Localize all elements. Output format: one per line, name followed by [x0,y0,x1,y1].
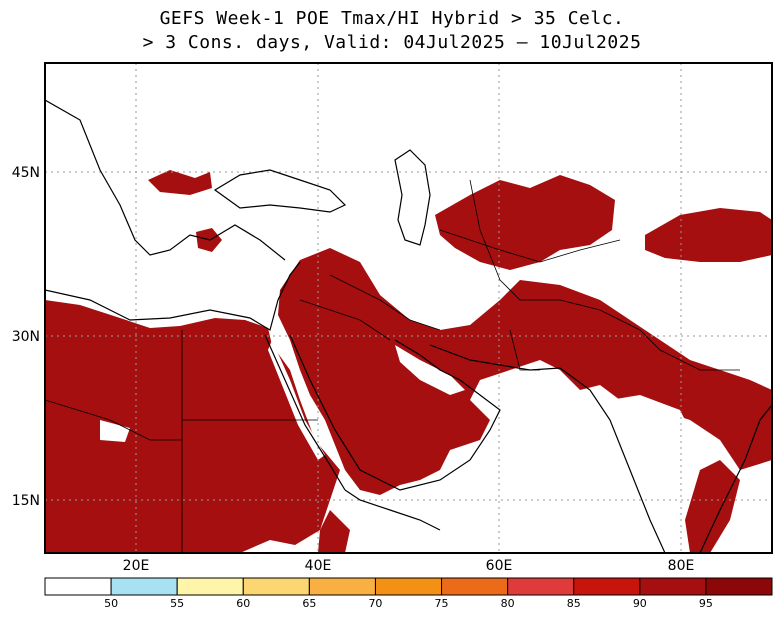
colorbar-label: 65 [302,597,316,610]
coastline-iran-south [429,344,561,371]
clear-area-persian-gulf [395,345,465,395]
colorbar-swatch [110,577,178,596]
shaded-area-horn [318,510,350,553]
map-title-line-2: > 3 Cons. days, Valid: 04Jul2025 — 10Jul… [142,32,642,53]
colorbar-swatch [242,577,310,596]
colorbar-label: 95 [699,597,713,610]
clear-area-india-south [605,395,700,553]
coastline-india [559,367,772,553]
colorbar: 50 55 60 65 70 75 80 85 90 95 [44,577,773,610]
shaded-area-balkans [148,170,212,195]
shaded-area-north-africa [45,300,340,553]
country-borders [45,179,740,553]
colorbar-label: 50 [104,597,118,610]
colorbar-swatch [44,577,112,596]
coastline-arabia [289,334,501,491]
colorbar-swatch [705,577,773,596]
coastline-caspian [394,149,431,246]
colorbar-swatch [507,577,575,596]
lon-tick-label: 20E [123,558,150,574]
coastline-red-sea [264,334,346,491]
lon-axis: 20E 40E 60E 80E [123,558,695,574]
colorbar-label: 70 [368,597,382,610]
colorbar-swatch [176,577,244,596]
lon-tick-label: 60E [486,558,513,574]
shaded-area-east-india [685,460,740,553]
colorbar-label: 55 [170,597,184,610]
map-panel [44,62,773,554]
lon-tick-label: 40E [305,558,332,574]
clear-area-iran-plateau [420,275,495,320]
colorbar-label: 60 [236,597,250,610]
clear-area-sahel-hole [100,420,130,442]
colorbar-swatch [374,577,443,596]
coastline-mediterranean [45,261,301,331]
shaded-area-arabia-iran [278,248,772,495]
lat-axis: 45N 30N 15N [12,165,40,509]
coastline-europe [45,99,286,261]
coastline-black-sea [213,169,347,213]
border-middle-east [299,274,441,341]
lon-tick-label: 80E [668,558,695,574]
map-frame [44,62,773,554]
border-central-asia [439,179,621,301]
border-africa-3 [45,399,182,441]
colorbar-label: 90 [633,597,647,610]
shaded-area-central-asia [435,175,615,270]
shaded-fields [45,170,772,553]
lat-tick-label: 45N [12,165,40,181]
coastline-horn [344,489,441,531]
colorbar-label: 75 [435,597,449,610]
border-south-asia [509,299,740,371]
graticule [45,63,772,553]
colorbar-label: 85 [567,597,581,610]
lat-tick-label: 30N [12,329,40,345]
colorbar-swatch [308,577,376,596]
colorbar-swatch [639,577,707,596]
colorbar-swatch [441,577,509,596]
map-title-line-1: GEFS Week-1 POE Tmax/HI Hybrid > 35 Celc… [159,8,625,29]
coastlines [45,99,772,553]
lat-tick-label: 15N [12,493,40,509]
shaded-area-tarim [645,208,772,262]
clear-area-red-sea [268,340,325,460]
colorbar-swatch [573,577,641,596]
colorbar-label: 80 [501,597,515,610]
